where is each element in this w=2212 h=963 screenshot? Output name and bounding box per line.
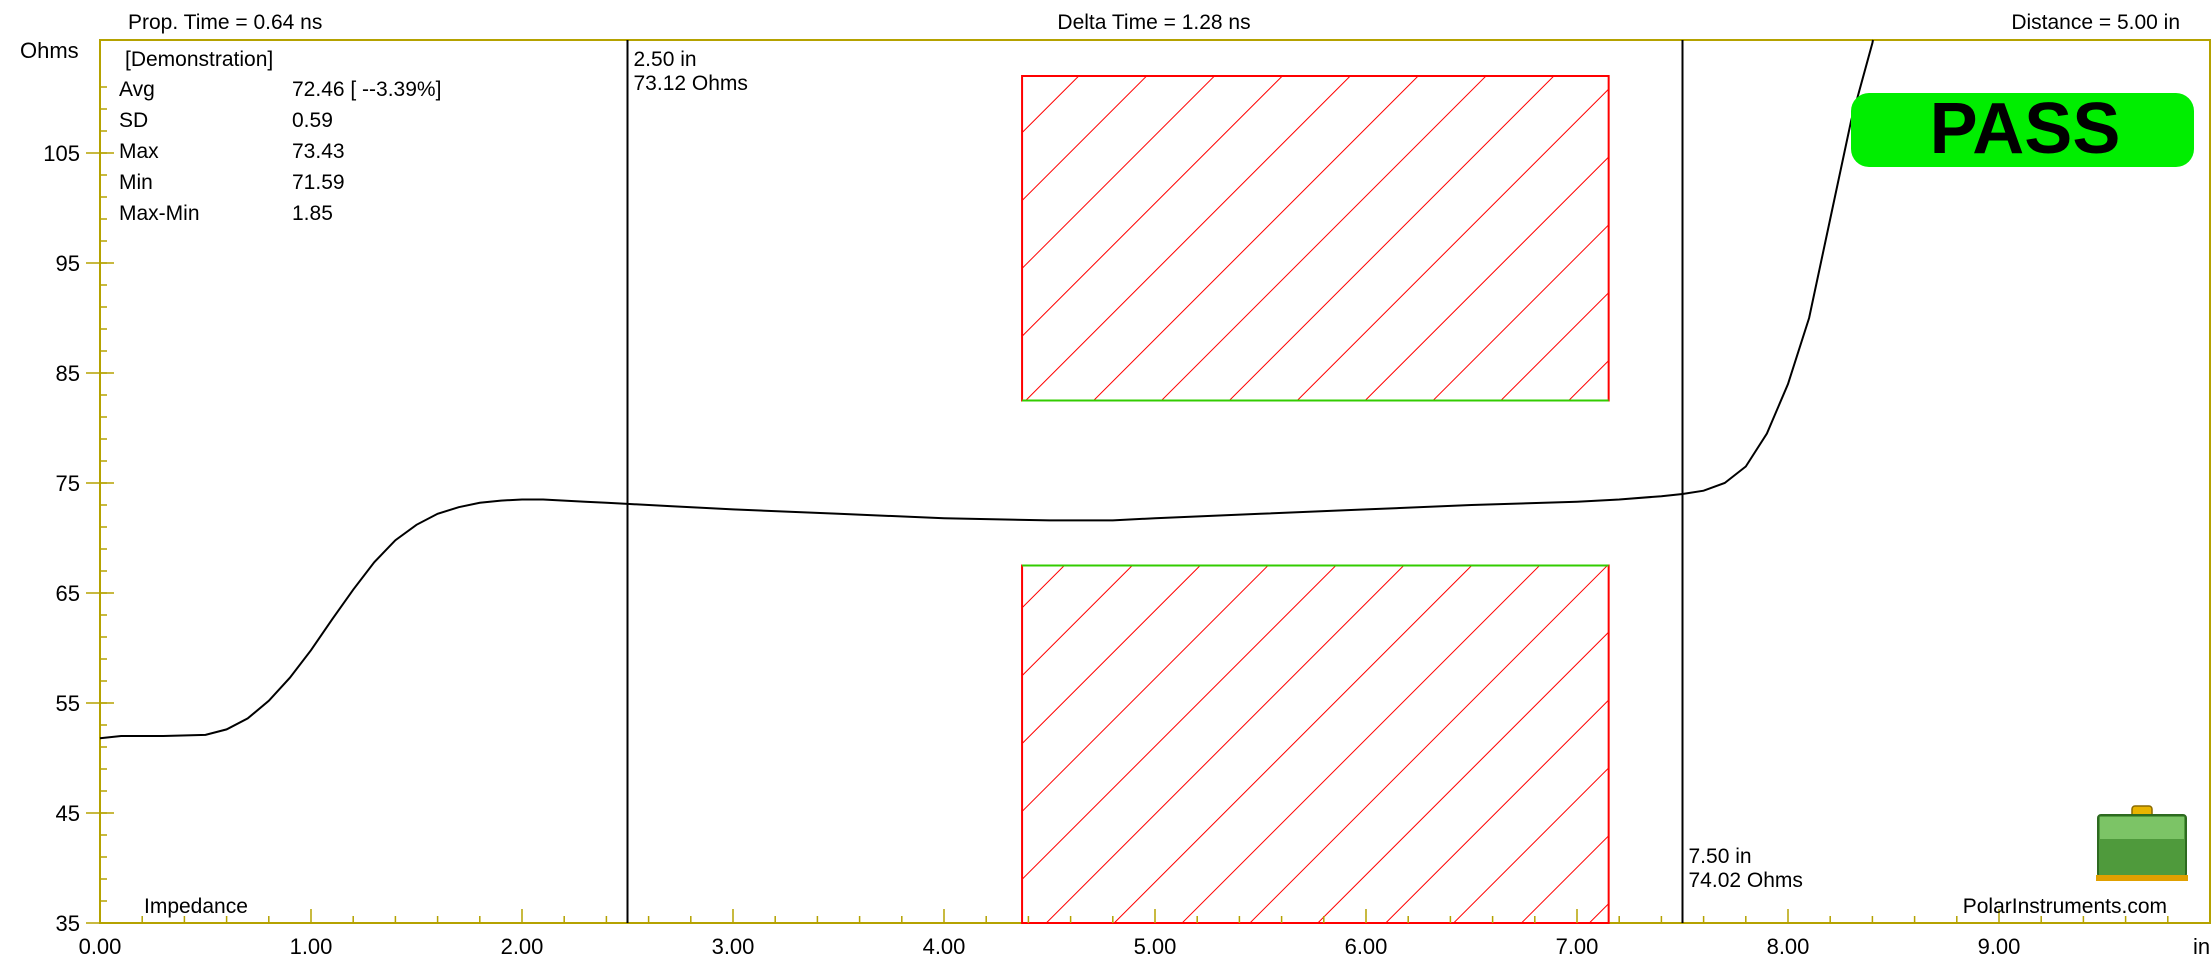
y-tick-label: 95 — [56, 251, 80, 276]
y-tick-label: 65 — [56, 581, 80, 606]
stat-maxmin-value: 1.85 — [292, 202, 333, 225]
pass-badge: PASS — [1851, 89, 2194, 169]
stats-title: [Demonstration] — [125, 48, 273, 71]
y-tick-label: 55 — [56, 691, 80, 716]
x-tick-label: 8.00 — [1767, 934, 1810, 959]
stat-avg-value: 72.46 [ --3.39%] — [292, 78, 441, 101]
stat-max-value: 73.43 — [292, 140, 345, 163]
prop-time-label: Prop. Time = 0.64 ns — [128, 11, 322, 34]
y-tick-label: 35 — [56, 911, 80, 936]
stat-sd-name: SD — [119, 109, 148, 132]
x-tick-label: 7.00 — [1556, 934, 1599, 959]
x-tick-label: 2.00 — [501, 934, 544, 959]
limit-zone-2 — [1021, 564, 1610, 924]
stat-max-name: Max — [119, 140, 159, 163]
x-tick-label: 9.00 — [1978, 934, 2021, 959]
y-tick-label: 105 — [43, 141, 80, 166]
x-unit-label: in — [2193, 934, 2210, 959]
x-tick-label: 4.00 — [923, 934, 966, 959]
delta-time-label: Delta Time = 1.28 ns — [1057, 11, 1250, 34]
y-tick-label: 75 — [56, 471, 80, 496]
y-tick-label: 45 — [56, 801, 80, 826]
y-tick-label: 85 — [56, 361, 80, 386]
stat-avg-name: Avg — [119, 78, 155, 101]
cursor-value-label-1: 73.12 Ohms — [634, 72, 748, 95]
x-tick-label: 6.00 — [1345, 934, 1388, 959]
distance-label: Distance = 5.00 in — [2011, 11, 2180, 34]
stats-panel: [Demonstration] Avg 72.46 [ --3.39%] SD … — [119, 48, 441, 225]
impedance-trace — [99, 39, 1874, 740]
stat-sd-value: 0.59 — [292, 109, 333, 132]
x-tick-label: 5.00 — [1134, 934, 1177, 959]
stat-min-name: Min — [119, 171, 153, 194]
pass-badge-bg — [1851, 93, 2194, 167]
cursor-position-label-2: 7.50 in — [1689, 845, 1752, 868]
axis-ticks: 0.00 1.00 2.00 3.00 4.00 5.00 6.00 7.00 8.00 9.00… — [43, 86, 2211, 959]
briefcase-icon — [2096, 805, 2188, 881]
trace-label: Impedance — [144, 895, 248, 918]
x-tick-label: 1.00 — [290, 934, 333, 959]
cursor-value-label-2: 74.02 Ohms — [1689, 869, 1803, 892]
brand-site: PolarInstruments.com — [1963, 895, 2167, 918]
limit-zone-1 — [1021, 75, 1610, 402]
pass-badge-text: PASS — [1930, 89, 2121, 169]
x-tick-label: 0.00 — [79, 934, 122, 959]
x-tick-label: 3.00 — [712, 934, 755, 959]
stat-min-value: 71.59 — [292, 171, 345, 194]
stat-maxmin-name: Max-Min — [119, 202, 200, 225]
cursor-position-label-1: 2.50 in — [634, 48, 697, 71]
y-unit-label: Ohms — [20, 38, 79, 63]
limit-zones — [1021, 75, 1610, 924]
